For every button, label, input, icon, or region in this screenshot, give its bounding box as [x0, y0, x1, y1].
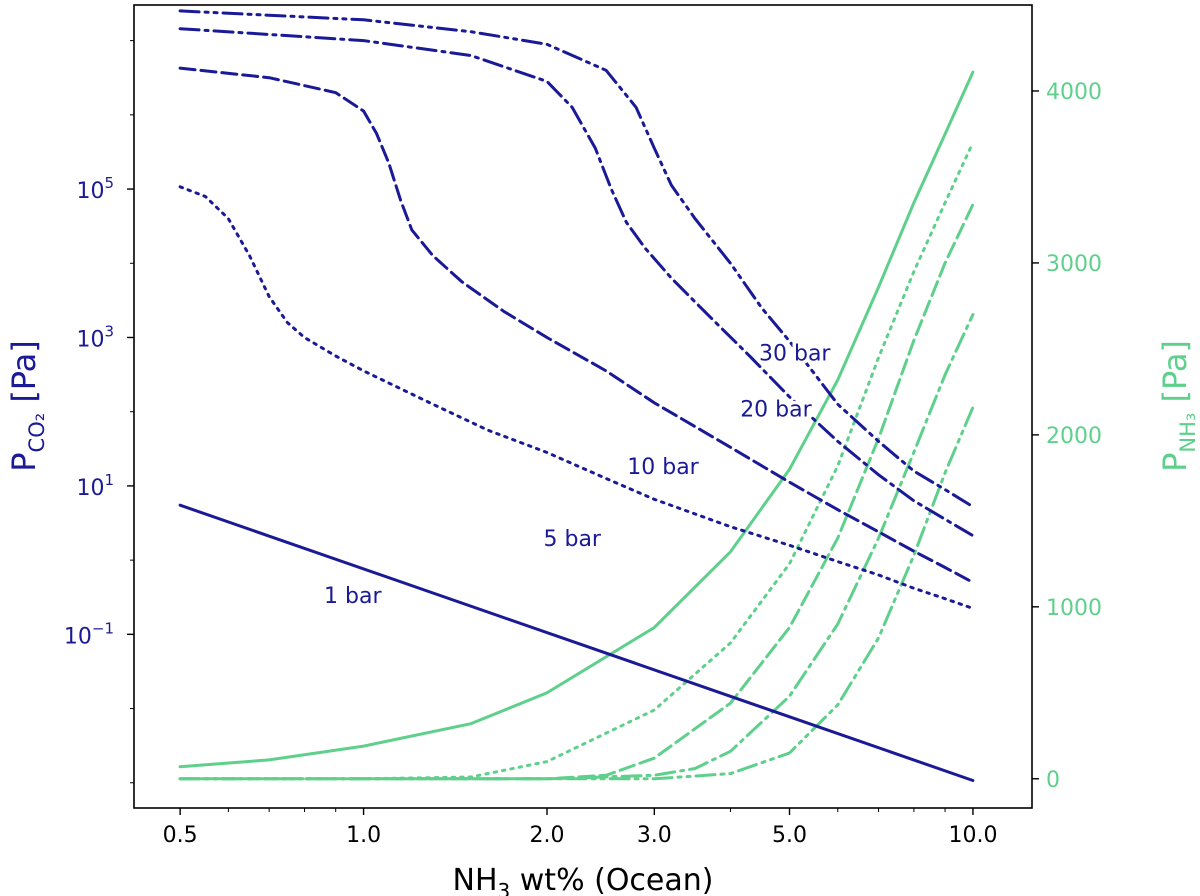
- co2-line-5-bar: [178, 185, 975, 610]
- series-layer: [178, 9, 975, 782]
- right-tick-label: 0: [1046, 768, 1060, 793]
- series-label-5-bar: 5 bar: [543, 527, 601, 552]
- series-label-10-bar: 10 bar: [627, 455, 699, 480]
- co2-line-10-bar: [178, 66, 975, 584]
- axis-layer: 0.5 1.0 2.0 3.0 5.0 10.0 10−1 101 103 105 0 1000 200…: [64, 40, 1102, 848]
- x-tick-label: 5.0: [772, 823, 807, 848]
- left-tick-label: 105: [76, 174, 114, 204]
- left-tick-label: 101: [76, 471, 114, 501]
- co2-line-20-bar: [178, 27, 975, 538]
- x-tick-label: 2.0: [530, 823, 565, 848]
- right-axis-label: PNH₃ [Pa]: [1156, 340, 1200, 472]
- x-tick-label: 3.0: [637, 823, 672, 848]
- series-label-20-bar: 20 bar: [740, 398, 812, 423]
- left-axis-label: PCO₂ [Pa]: [5, 340, 49, 472]
- series-label-1-bar: 1 bar: [324, 584, 382, 609]
- x-tick-label: 1.0: [346, 823, 381, 848]
- co2-line-30-bar: [178, 9, 975, 509]
- x-tick-label: 0.5: [163, 823, 198, 848]
- right-tick-label: 3000: [1046, 252, 1102, 277]
- x-axis-label: NH3 wt% (Ocean): [453, 863, 714, 896]
- nh3-line-30-bar: [178, 405, 975, 781]
- plot-frame: [133, 4, 1033, 809]
- co2-line-1-bar: [178, 503, 975, 782]
- left-tick-label: 103: [76, 322, 114, 352]
- nh3-line-20-bar: [178, 313, 975, 781]
- right-tick-label: 4000: [1046, 80, 1102, 105]
- left-tick-label: 10−1: [64, 619, 114, 649]
- series-label-layer: 1 bar 5 bar 10 bar 20 bar 30 bar: [321, 338, 835, 613]
- x-tick-label: 10.0: [948, 823, 997, 848]
- right-tick-label: 1000: [1046, 596, 1102, 621]
- nh3-line-1-bar: [178, 70, 975, 769]
- right-tick-label: 2000: [1046, 424, 1102, 449]
- series-label-30-bar: 30 bar: [759, 341, 831, 366]
